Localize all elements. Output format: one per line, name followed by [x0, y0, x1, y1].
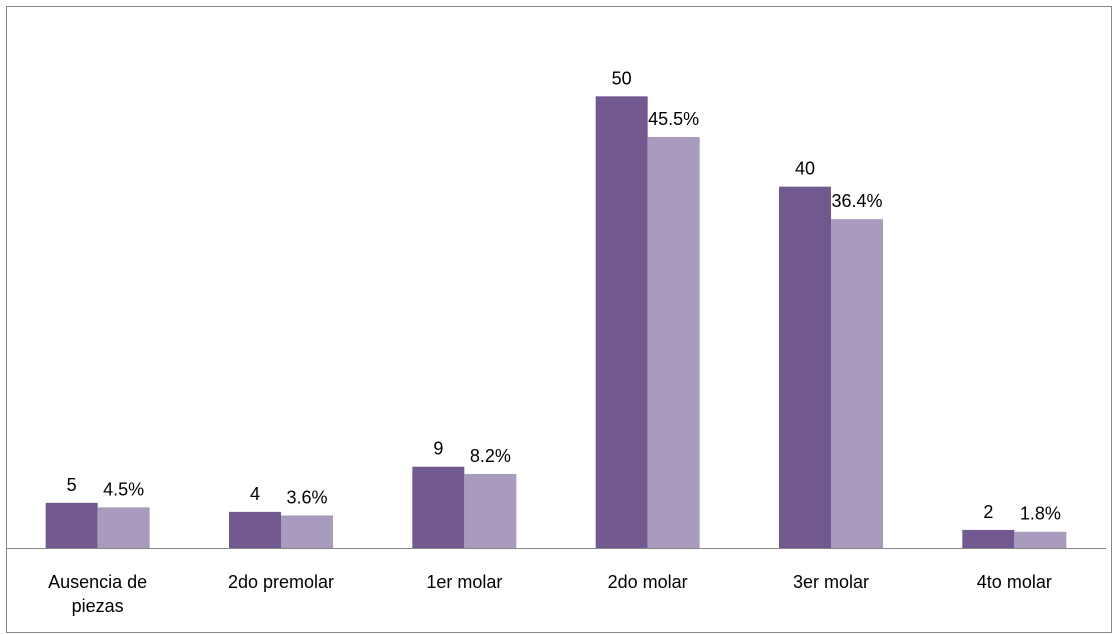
bar: [779, 186, 831, 548]
data-label: 45.5%: [648, 109, 699, 129]
data-label: 50: [612, 68, 632, 88]
bar: [412, 466, 465, 548]
data-label: 36.4%: [831, 191, 882, 211]
x-tick-label: 2do premolar: [227, 572, 335, 592]
data-label: 8.2%: [470, 446, 511, 466]
x-tick-label: 4to molar: [976, 572, 1052, 592]
bar: [831, 219, 883, 549]
bar: [45, 502, 98, 548]
bar: [464, 473, 517, 548]
chart-border: [6, 6, 1112, 633]
data-label: 1.8%: [1020, 504, 1061, 524]
x-tick-label: 3er molar: [792, 572, 870, 592]
data-label: 4.5%: [103, 479, 144, 499]
data-label: 2: [983, 502, 993, 522]
data-label: 5: [67, 475, 77, 495]
bar: [962, 529, 1015, 548]
data-label: 4: [250, 484, 260, 504]
x-tick-label: Ausencia de piezas: [48, 572, 148, 616]
bar: [229, 511, 281, 548]
bar: [1014, 531, 1067, 548]
bar: [595, 96, 648, 548]
bar: [647, 136, 700, 548]
bar: [281, 515, 333, 548]
bar: [97, 507, 150, 548]
x-tick-label: 2do molar: [607, 572, 688, 592]
data-label: 3.6%: [286, 487, 327, 507]
x-tick-label: 1er molar: [426, 572, 503, 592]
data-label: 9: [433, 439, 443, 459]
data-label: 40: [795, 159, 815, 179]
